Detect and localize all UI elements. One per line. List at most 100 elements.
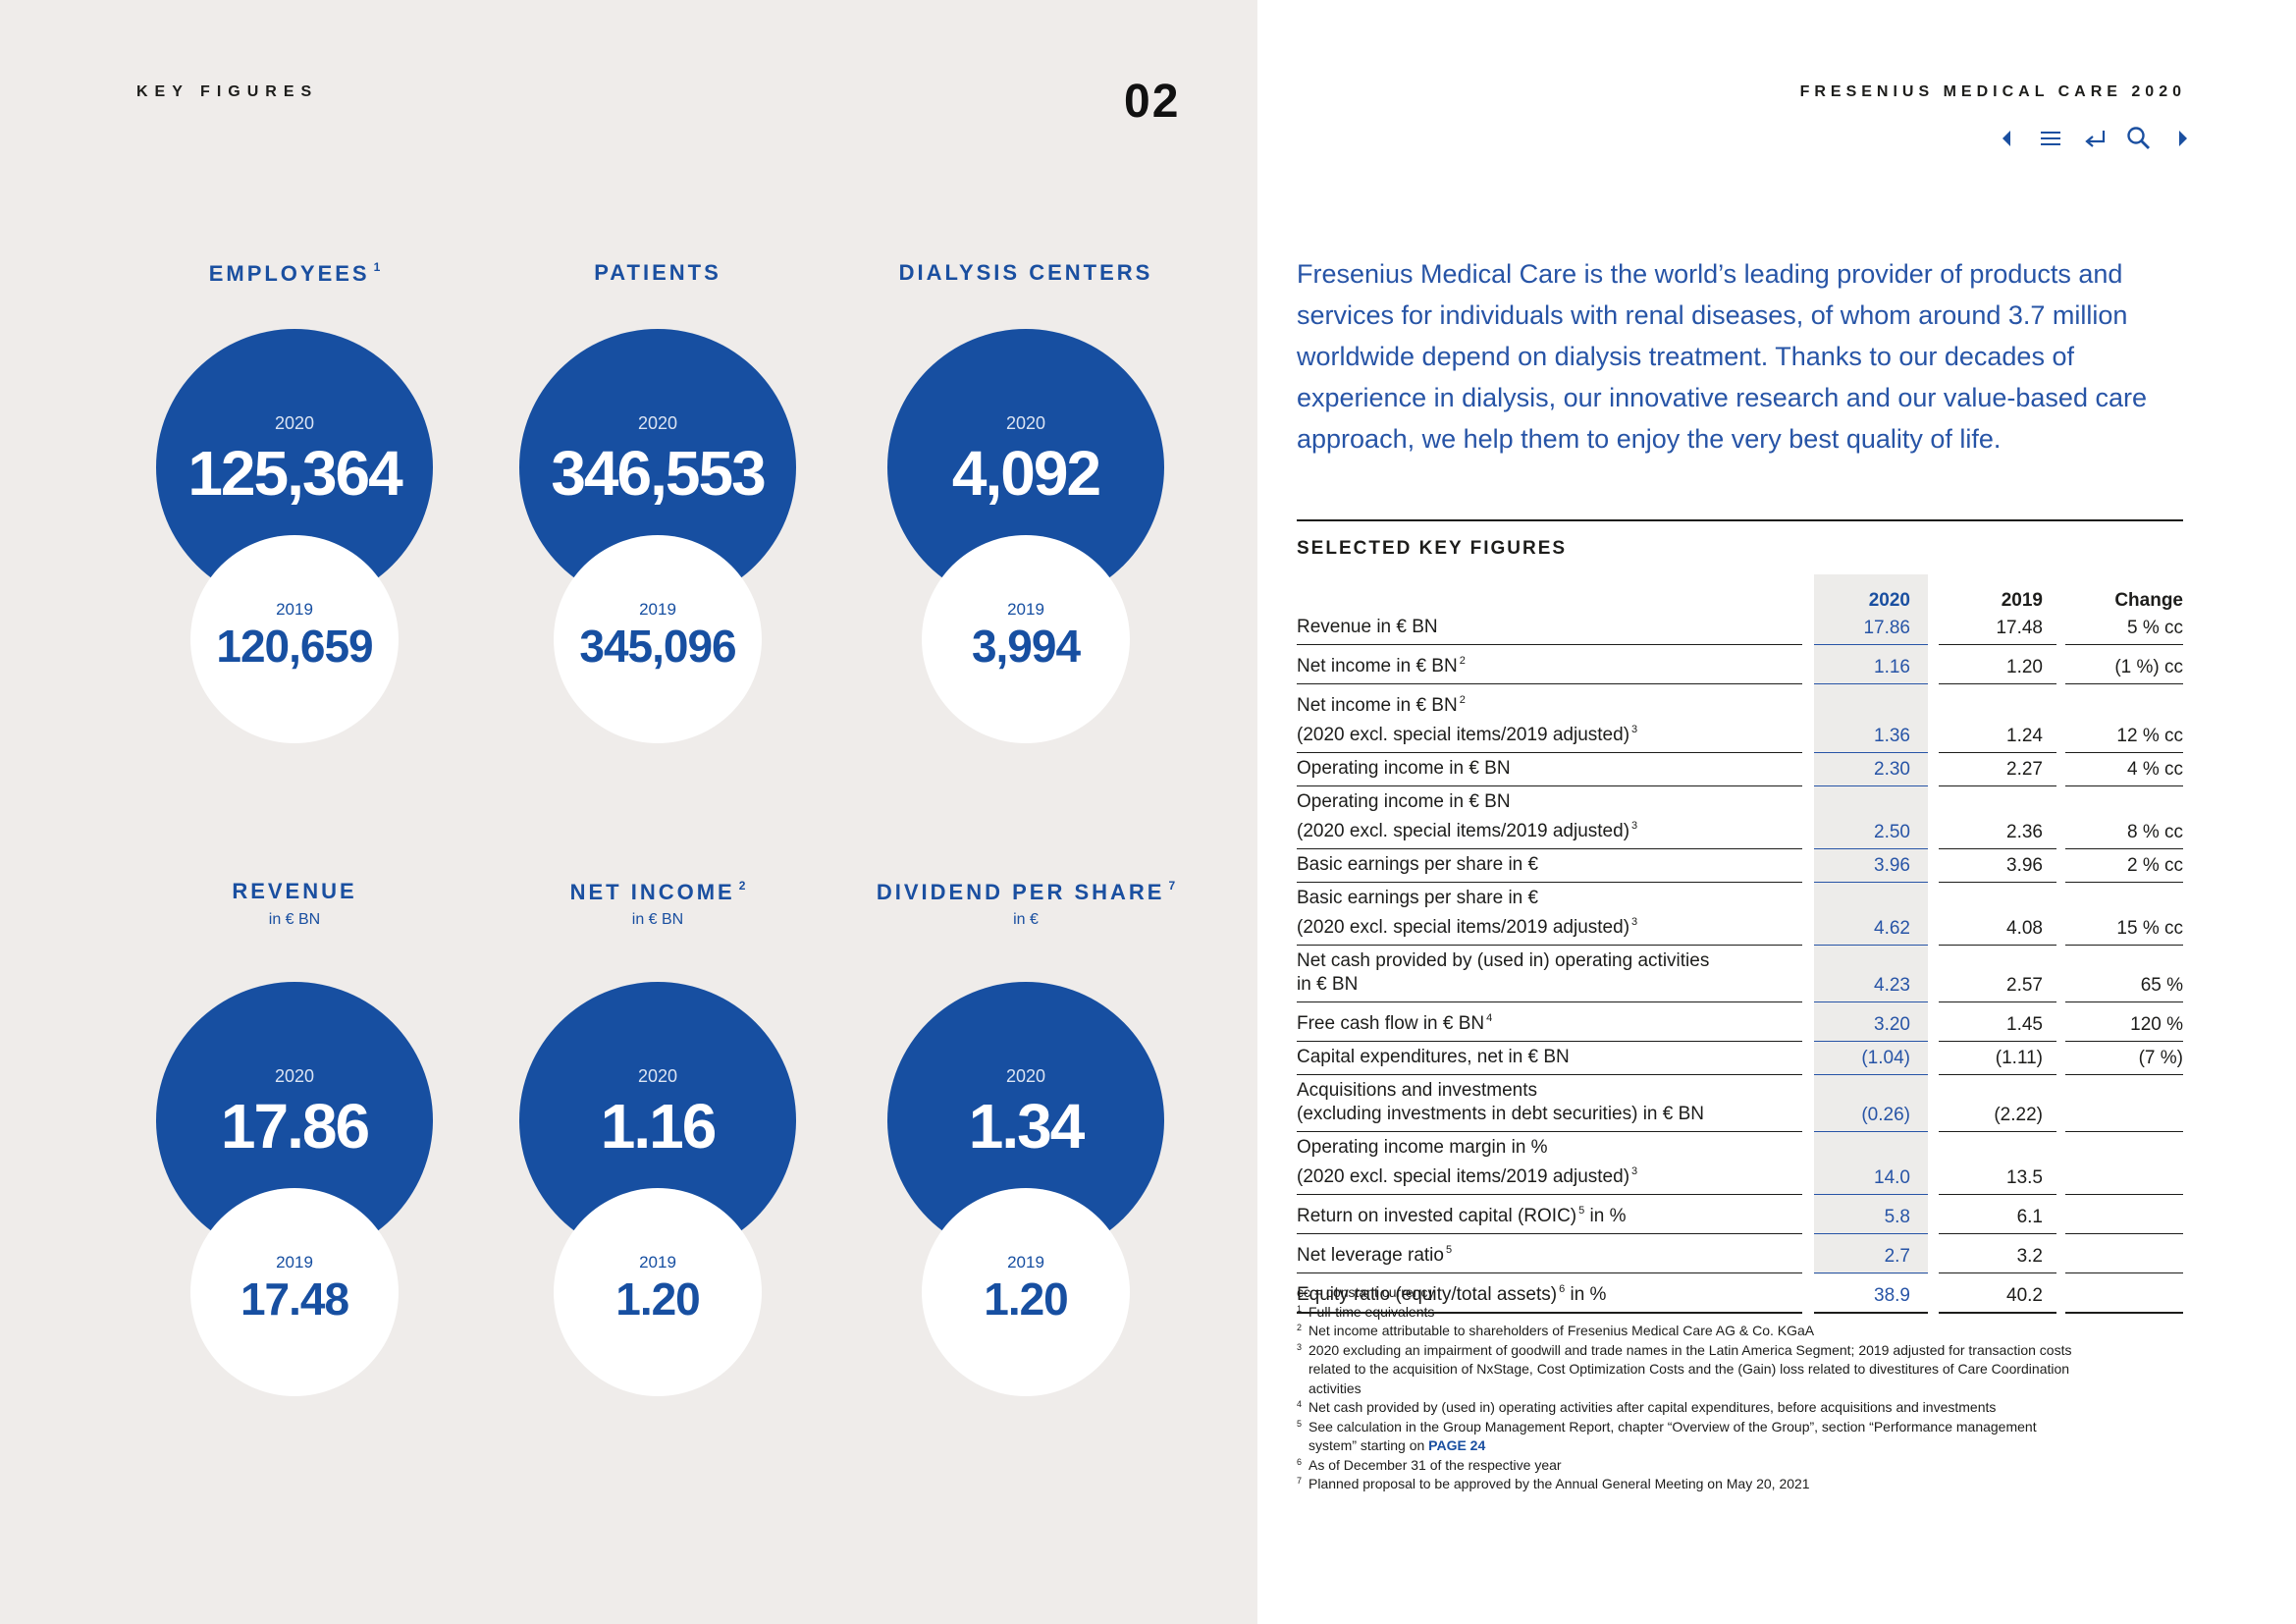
value-2020: 3.96 bbox=[1814, 849, 1928, 883]
row-label: Return on invested capital (ROIC) 5 in % bbox=[1297, 1195, 1802, 1234]
row-label: Revenue in € BN bbox=[1297, 612, 1802, 645]
value-2019: 2.36 bbox=[1939, 786, 2056, 849]
table-row: Net cash provided by (used in) operating… bbox=[1297, 946, 2183, 1002]
footnote-ref: 2 bbox=[738, 879, 746, 893]
prior-year-value: 17.48 bbox=[240, 1273, 349, 1325]
footnote-ref: 1 bbox=[373, 260, 381, 274]
current-year-value: 4,092 bbox=[951, 438, 1101, 509]
value-2020: 2.30 bbox=[1814, 753, 1928, 786]
prior-year-value: 345,096 bbox=[579, 621, 736, 672]
header-label bbox=[1297, 574, 1802, 612]
value-2019: (2.22) bbox=[1939, 1075, 2056, 1132]
row-label: Acquisitions and investments (excluding i… bbox=[1297, 1075, 1802, 1132]
value-2019: 3.2 bbox=[1939, 1234, 2056, 1273]
table-row: Capital expenditures, net in € BN (1.04) (… bbox=[1297, 1042, 2183, 1075]
value-change: 15 % cc bbox=[2065, 883, 2183, 946]
next-page-icon[interactable] bbox=[2169, 122, 2197, 155]
prior-year-circle: 2019 1.20 bbox=[554, 1188, 762, 1396]
value-2020: 5.8 bbox=[1814, 1195, 1928, 1234]
value-change: 4 % cc bbox=[2065, 753, 2183, 786]
value-2020: 2.50 bbox=[1814, 786, 1928, 849]
prior-year-label: 2019 bbox=[1007, 600, 1044, 619]
row-label: Operating income margin in % (2020 excl. … bbox=[1297, 1132, 1802, 1195]
prior-year-circle: 2019 17.48 bbox=[190, 1188, 399, 1396]
header-change: Change bbox=[2114, 590, 2183, 611]
value-2019: 1.24 bbox=[1939, 684, 2056, 753]
value-change: (1 %) cc bbox=[2065, 645, 2183, 684]
prior-year-circle: 2019 3,994 bbox=[922, 535, 1130, 743]
current-year-column-shade bbox=[1814, 574, 1928, 1274]
intro-paragraph: Fresenius Medical Care is the world’s le… bbox=[1297, 259, 2147, 454]
value-change bbox=[2065, 1132, 2183, 1195]
table-row: Basic earnings per share in € (2020 excl.… bbox=[1297, 883, 2183, 946]
prior-year-circle: 2019 120,659 bbox=[190, 535, 399, 743]
footnote-ref: 7 bbox=[1168, 879, 1176, 893]
table-row: Net income in € BN 2 1.16 1.20 (1 %) cc bbox=[1297, 645, 2183, 684]
prior-year-circle: 2019 1.20 bbox=[922, 1188, 1130, 1396]
row-label: Capital expenditures, net in € BN bbox=[1297, 1042, 1802, 1075]
tile-title: DIVIDEND PER SHARE 7 bbox=[876, 879, 1176, 904]
tile-unit: in € bbox=[1013, 911, 1039, 928]
prior-year-value: 3,994 bbox=[971, 621, 1081, 672]
current-year-value: 125,364 bbox=[187, 438, 402, 509]
tile-title: DIALYSIS CENTERS bbox=[898, 260, 1153, 285]
table-row: Operating income in € BN 2.30 2.27 4 % cc bbox=[1297, 753, 2183, 786]
current-year-label: 2020 bbox=[1005, 1066, 1046, 1086]
row-label: Net income in € BN 2 bbox=[1297, 645, 1802, 684]
previous-page-icon[interactable] bbox=[1993, 122, 2020, 155]
value-2019: 3.96 bbox=[1939, 849, 2056, 883]
value-change: 12 % cc bbox=[2065, 684, 2183, 753]
table-row: Revenue in € BN 17.86 17.48 5 % cc bbox=[1297, 612, 2183, 645]
table-row: Free cash flow in € BN 4 3.20 1.45 120 % bbox=[1297, 1002, 2183, 1042]
footnote-1: 1 Full-time equivalents bbox=[1297, 1303, 1435, 1320]
row-label: Net leverage ratio 5 bbox=[1297, 1234, 1802, 1273]
tile-title: NET INCOME 2 bbox=[569, 879, 746, 904]
value-change bbox=[2065, 1234, 2183, 1273]
table-header-row: 2020 2019 Change bbox=[1297, 574, 2183, 612]
value-change: 120 % bbox=[2065, 1002, 2183, 1042]
footnote-6: 6 As of December 31 of the respective yea… bbox=[1297, 1456, 1562, 1473]
prior-year-value: 1.20 bbox=[984, 1273, 1069, 1325]
value-2020: 17.86 bbox=[1814, 612, 1928, 645]
prior-year-label: 2019 bbox=[276, 1253, 313, 1272]
row-label: Operating income in € BN bbox=[1297, 753, 1802, 786]
page-number: 02 bbox=[1124, 76, 1181, 128]
back-icon[interactable] bbox=[2082, 122, 2109, 155]
value-change bbox=[2065, 1195, 2183, 1234]
current-year-value: 1.34 bbox=[968, 1091, 1086, 1162]
current-year-label: 2020 bbox=[274, 1066, 315, 1086]
row-label: Equity ratio (equity/total assets) 6 in % bbox=[1297, 1273, 1802, 1314]
current-year-label: 2020 bbox=[274, 413, 315, 433]
table-row: Basic earnings per share in € 3.96 3.96 2 %… bbox=[1297, 849, 2183, 883]
prior-year-label: 2019 bbox=[276, 600, 313, 619]
search-icon[interactable] bbox=[2125, 122, 2153, 155]
table-row: Equity ratio (equity/total assets) 6 in %… bbox=[1297, 1273, 2183, 1314]
prior-year-value: 1.20 bbox=[615, 1273, 701, 1325]
current-year-label: 2020 bbox=[637, 1066, 678, 1086]
footnote-5-cont: system” starting on PAGE 24 bbox=[1308, 1437, 1486, 1453]
value-2020: (0.26) bbox=[1814, 1075, 1928, 1132]
value-2020: 1.16 bbox=[1814, 645, 1928, 684]
current-year-value: 17.86 bbox=[220, 1091, 370, 1162]
value-2019: 1.45 bbox=[1939, 1002, 2056, 1042]
table-row: Net income in € BN 2 (2020 excl. special i… bbox=[1297, 684, 2183, 753]
value-2020: 3.20 bbox=[1814, 1002, 1928, 1042]
menu-icon[interactable] bbox=[2037, 122, 2064, 155]
value-2020: 4.23 bbox=[1814, 946, 1928, 1002]
value-2020: 4.62 bbox=[1814, 883, 1928, 946]
key-figures-table: 2020 2019 Change Revenue in € BN 17.86 17.… bbox=[1297, 574, 2183, 1314]
value-change: 5 % cc bbox=[2065, 612, 2183, 645]
header-2019: 2019 bbox=[2001, 590, 2043, 611]
value-2019: 1.20 bbox=[1939, 645, 2056, 684]
page-navigation bbox=[1983, 122, 2189, 155]
value-2019: 40.2 bbox=[1939, 1273, 2056, 1314]
row-label: Free cash flow in € BN 4 bbox=[1297, 1002, 1802, 1042]
tile-unit: in € BN bbox=[268, 911, 321, 928]
tile-title: REVENUE bbox=[232, 879, 357, 903]
value-2019: 6.1 bbox=[1939, 1195, 2056, 1234]
value-2019: (1.11) bbox=[1939, 1042, 2056, 1075]
value-change: (7 %) bbox=[2065, 1042, 2183, 1075]
footnote-2: 2 Net income attributable to shareholders… bbox=[1297, 1323, 1815, 1338]
page-24-link[interactable]: PAGE 24 bbox=[1428, 1437, 1486, 1453]
prior-year-circle: 2019 345,096 bbox=[554, 535, 762, 743]
